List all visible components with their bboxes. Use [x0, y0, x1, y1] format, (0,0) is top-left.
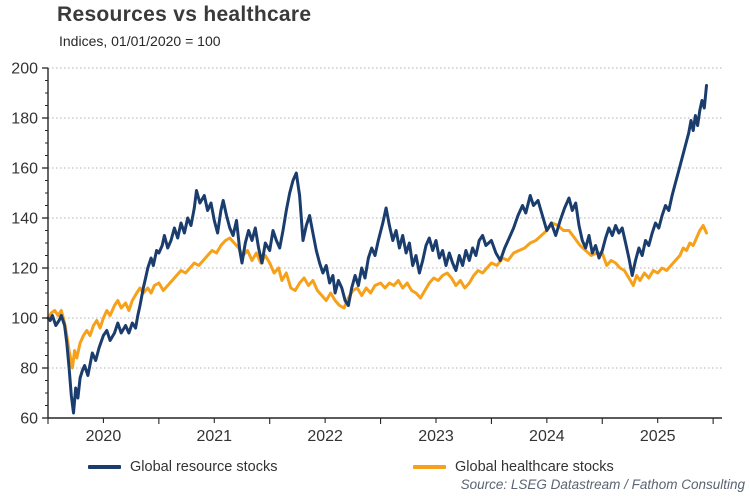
- y-tick-label: 120: [11, 261, 38, 278]
- legend-item-healthcare: Global healthcare stocks: [413, 459, 614, 475]
- plot-area: 60 80 100 120 140 160 180 200 2020 2021 2022 2023 20…: [11, 61, 722, 446]
- x-tick-label: 2024: [529, 428, 565, 445]
- legend-item-resource: Global resource stocks: [88, 459, 277, 475]
- line-global-healthcare-stocks: [46, 221, 708, 370]
- data-lines: [46, 84, 708, 415]
- y-tick-label: 160: [11, 161, 38, 178]
- axis-ticks: [42, 67, 714, 424]
- source-credit: Source: LSEG Datastream / Fathom Consult…: [460, 477, 745, 492]
- y-tick-label: 60: [20, 411, 38, 428]
- y-tick-label: 180: [11, 111, 38, 128]
- chart-subtitle: Indices, 01/01/2020 = 100: [59, 33, 221, 49]
- y-tick-label: 140: [11, 211, 38, 228]
- resource-line-swatch: [88, 465, 121, 469]
- axis-tick-labels: 60 80 100 120 140 160 180 200 2020 2021 2022 2023 20…: [11, 61, 675, 446]
- legend-label-resource: Global resource stocks: [130, 459, 278, 475]
- healthcare-line-swatch: [413, 465, 446, 469]
- x-tick-label: 2023: [418, 428, 454, 445]
- line-global-resource-stocks: [46, 84, 708, 415]
- y-tick-label: 80: [20, 361, 38, 378]
- legend-label-healthcare: Global healthcare stocks: [455, 459, 614, 475]
- axes: [47, 68, 722, 419]
- x-tick-label: 2021: [196, 428, 232, 445]
- chart-title: Resources vs healthcare: [57, 3, 312, 26]
- x-tick-label: 2025: [640, 428, 676, 445]
- y-tick-label: 200: [11, 61, 38, 78]
- x-tick-label: 2022: [307, 428, 343, 445]
- x-tick-label: 2020: [86, 428, 122, 445]
- y-tick-label: 100: [11, 311, 38, 328]
